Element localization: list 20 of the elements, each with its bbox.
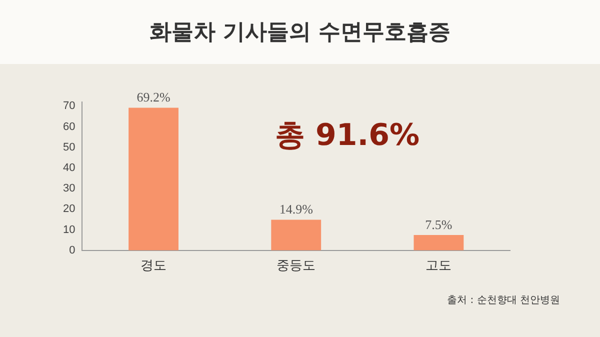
x-tick-label: 고도 (426, 258, 452, 274)
data-label: 7.5% (425, 216, 452, 232)
x-tick-label: 중등도 (276, 258, 316, 274)
y-tick-label: 30 (62, 182, 76, 195)
y-tick-label: 10 (62, 224, 76, 236)
bar (414, 234, 464, 250)
y-tick-label: 70 (62, 100, 76, 112)
x-tick-label: 경도 (140, 258, 167, 274)
source-note: 출처 : 순천향대 천안병원 (447, 294, 560, 307)
y-tick-label: 20 (62, 203, 76, 216)
bar (128, 108, 178, 250)
data-label: 69.2% (136, 90, 170, 105)
y-tick-label: 0 (69, 244, 76, 256)
annotation: 총 91.6% (275, 117, 420, 155)
y-tick-label: 50 (62, 141, 76, 154)
chart-title: 화물차 기사들의 수면무호흡증 (149, 19, 451, 47)
y-tick-label: 60 (62, 120, 76, 133)
bar (271, 220, 322, 250)
y-tick-label: 40 (62, 162, 76, 174)
data-label: 14.9% (279, 202, 314, 217)
